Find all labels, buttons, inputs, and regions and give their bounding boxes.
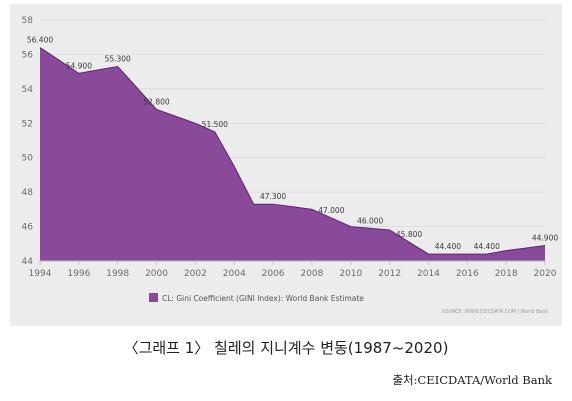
x-tick-label-2000: 2000 [145, 269, 168, 279]
figure-caption: 〈그래프 1〉 칠레의 지니계수 변동(1987~2020) [123, 339, 449, 357]
x-tick-label-2006: 2006 [262, 269, 285, 279]
y-tick-label-46: 46 [22, 223, 34, 233]
data-label-2003: 51.500 [202, 120, 228, 129]
source-note: SOURCE: WWW.CEICDATA.COM | World Bank [442, 309, 549, 315]
data-label-2000: 52.800 [143, 98, 169, 107]
legend: CL: Gini Coefficient (GINI Index): World… [149, 293, 364, 303]
x-tick-label-2020: 2020 [534, 269, 557, 279]
label-layer: 56.400 54.900 55.300 52.800 51.500 47.300 47.0… [27, 36, 558, 252]
y-tick-label-50: 50 [22, 154, 34, 164]
legend-label: CL: Gini Coefficient (GINI Index): World… [162, 294, 364, 303]
area-layer [39, 47, 546, 261]
x-tick-label-1996: 1996 [67, 269, 90, 279]
data-label-1994: 56.400 [27, 36, 53, 45]
x-tick-label-2016: 2016 [456, 269, 479, 279]
chart-panel: 44 46 48 50 52 54 56 58 1994 1996 1998 2000 2002 2004… [10, 4, 562, 326]
data-label-2009: 47.000 [318, 206, 344, 215]
series-line [39, 47, 546, 255]
x-tick-label-2012: 2012 [378, 269, 401, 279]
data-label-2015: 44.400 [435, 242, 461, 251]
series-area [40, 47, 545, 261]
data-label-2013: 45.800 [396, 230, 422, 239]
y-tick-label-54: 54 [22, 85, 34, 95]
x-tick-label-1994: 1994 [29, 269, 52, 279]
x-tick-label-2010: 2010 [339, 269, 362, 279]
data-label-2017: 44.400 [474, 242, 500, 251]
data-label-2006: 47.300 [260, 192, 286, 201]
y-tick-label-58: 58 [22, 16, 34, 26]
data-label-1998: 55.300 [105, 54, 131, 63]
legend-swatch [149, 293, 158, 302]
y-tick-label-48: 48 [22, 188, 34, 198]
chart-svg: 44 46 48 50 52 54 56 58 1994 1996 1998 2000 2002 2004… [22, 16, 559, 315]
y-tick-label-56: 56 [22, 50, 34, 60]
data-label-2011: 46.000 [357, 216, 383, 225]
x-tick-label-2018: 2018 [495, 269, 518, 279]
x-tick-label-2014: 2014 [417, 269, 440, 279]
y-tick-label-52: 52 [22, 119, 33, 129]
x-tick-label-2004: 2004 [223, 269, 246, 279]
source-credit: 출처:CEICDATA/World Bank [392, 373, 552, 387]
x-tick-label-1998: 1998 [106, 269, 129, 279]
y-tick-label-44: 44 [22, 257, 34, 267]
x-tick-label-2008: 2008 [300, 269, 323, 279]
data-label-1996: 54.900 [66, 61, 92, 70]
data-label-2020: 44.900 [532, 234, 558, 243]
x-tick-label-2002: 2002 [184, 269, 207, 279]
axis-layer: 44 46 48 50 52 54 56 58 1994 1996 1998 2000 2002 2004… [22, 16, 557, 279]
